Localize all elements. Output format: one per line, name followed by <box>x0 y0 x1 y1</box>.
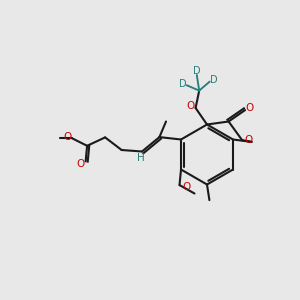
Text: O: O <box>186 101 195 111</box>
Text: O: O <box>182 182 190 192</box>
Text: O: O <box>76 159 84 170</box>
Text: D: D <box>210 75 218 85</box>
Text: D: D <box>193 66 201 76</box>
Text: O: O <box>244 134 252 145</box>
Text: D: D <box>179 79 187 89</box>
Text: O: O <box>63 131 71 142</box>
Text: O: O <box>245 103 254 113</box>
Text: H: H <box>137 152 145 163</box>
